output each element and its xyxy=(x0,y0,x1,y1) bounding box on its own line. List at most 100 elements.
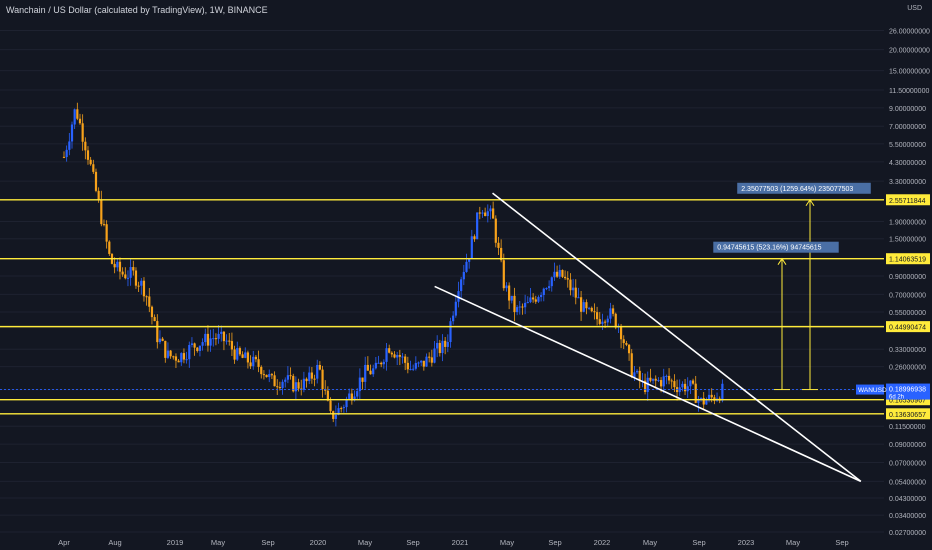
candle-body xyxy=(153,317,156,322)
candle-body xyxy=(334,414,337,419)
candle-body xyxy=(342,407,345,409)
candle-body xyxy=(161,338,164,341)
candle-body xyxy=(681,383,684,388)
candle-body xyxy=(678,387,681,393)
price-tick-label: 20.00000000 xyxy=(889,48,930,55)
candle-body xyxy=(228,340,231,342)
price-tick-label: 0.09000000 xyxy=(889,442,926,449)
candle-body xyxy=(667,375,671,381)
candle-body xyxy=(425,356,428,367)
candle-body xyxy=(286,375,289,380)
candle-body xyxy=(526,302,529,304)
price-tick-label: 0.03400000 xyxy=(889,513,926,520)
candle-body xyxy=(627,344,631,354)
candle-body xyxy=(561,270,564,277)
candle-body xyxy=(142,280,146,297)
candle-body xyxy=(169,350,172,357)
candle-body xyxy=(651,378,655,381)
candle-body xyxy=(297,382,300,389)
chart-title: Wanchain / US Dollar (calculated by Trad… xyxy=(6,5,268,15)
candle-body xyxy=(289,375,292,377)
level-price-label: 2.55711844 xyxy=(889,198,926,205)
candle-body xyxy=(348,393,351,399)
candle-body xyxy=(574,287,577,298)
candle-body xyxy=(518,306,521,308)
candle-body xyxy=(273,375,276,387)
candle-body xyxy=(353,396,356,401)
candle-body xyxy=(412,368,415,370)
candle-body xyxy=(124,274,127,279)
candle-body xyxy=(260,366,263,375)
candle-body xyxy=(262,374,266,376)
price-tick-label: 7.00000000 xyxy=(889,124,926,131)
candle-body xyxy=(220,331,223,334)
candle-body xyxy=(486,211,489,217)
price-tick-label: 0.55000000 xyxy=(889,310,926,317)
price-tick-label: 15.00000000 xyxy=(889,69,930,76)
candle-body xyxy=(308,372,311,382)
candle-body xyxy=(524,302,527,308)
time-axis: Apr Aug 2019 May Sep 2020 May Sep 2021 May Sep 2022… xyxy=(58,538,849,547)
price-tick-label: 3.30000000 xyxy=(889,179,926,186)
level-price-label: 0.44990474 xyxy=(889,325,926,332)
price-tick-label: 11.50000000 xyxy=(889,88,929,95)
level-price-label: 1.14063519 xyxy=(889,257,926,264)
price-tick-label: 0.33000000 xyxy=(889,347,926,354)
candle-body xyxy=(489,208,492,212)
last-price-label: 0.18996938 xyxy=(889,387,926,394)
candle-body xyxy=(619,326,623,340)
candle-body xyxy=(81,123,84,142)
candle-body xyxy=(137,285,140,287)
candle-body xyxy=(116,261,119,268)
candle-body xyxy=(204,333,207,343)
arrow-head-icon xyxy=(777,257,787,265)
candle-body xyxy=(465,261,468,272)
time-tick-label: Aug xyxy=(108,538,121,547)
candle-body xyxy=(457,291,460,302)
currency-label: USD xyxy=(907,5,922,12)
time-tick-label: May xyxy=(500,538,514,547)
candle-body xyxy=(217,333,220,339)
candle-body xyxy=(212,338,215,340)
time-tick-label: Sep xyxy=(406,538,419,547)
candle-body xyxy=(643,380,647,392)
candle-body xyxy=(164,340,167,358)
candle-body xyxy=(417,362,420,364)
candle-body xyxy=(414,363,417,369)
candle-body xyxy=(449,321,452,343)
candle-body xyxy=(132,267,135,271)
candle-body xyxy=(270,374,274,376)
candle-body xyxy=(278,387,282,389)
candle-body xyxy=(470,236,473,259)
measure-label-bg xyxy=(713,241,839,253)
candle-body xyxy=(129,267,132,278)
candle-body xyxy=(409,369,412,371)
candle-body xyxy=(513,295,516,313)
measure-label-bg xyxy=(737,182,871,194)
candle-body xyxy=(134,270,138,286)
candle-body xyxy=(705,400,708,405)
candle-body xyxy=(534,299,537,302)
candle-body xyxy=(326,390,329,401)
price-tick-label: 0.90000000 xyxy=(889,274,926,281)
candle-body xyxy=(321,369,324,390)
candle-body xyxy=(497,242,500,248)
candle-body xyxy=(556,271,559,277)
candle-body xyxy=(609,308,612,319)
symbol-label: WANUSD xyxy=(858,387,887,394)
candle-body xyxy=(70,124,74,142)
candle-body xyxy=(177,360,180,363)
candle-body xyxy=(462,271,465,280)
candle-body xyxy=(606,318,609,323)
candle-body xyxy=(659,380,663,387)
candle-body xyxy=(233,349,236,360)
candle-body xyxy=(118,261,122,272)
candle-body xyxy=(694,383,697,403)
candle-body xyxy=(444,340,447,347)
candle-body xyxy=(68,141,71,150)
time-tick-label: 2022 xyxy=(594,538,611,547)
candle-body xyxy=(406,362,409,370)
candle-body xyxy=(198,345,202,351)
candle-body xyxy=(214,338,218,340)
